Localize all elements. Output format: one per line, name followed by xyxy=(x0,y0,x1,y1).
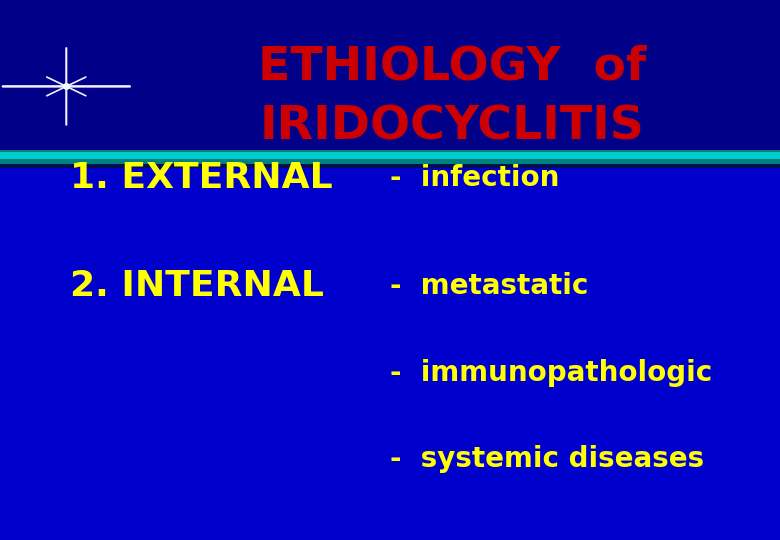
Text: 2. INTERNAL: 2. INTERNAL xyxy=(70,269,324,303)
Text: 1. EXTERNAL: 1. EXTERNAL xyxy=(70,161,333,195)
Text: -  metastatic: - metastatic xyxy=(390,272,588,300)
Text: IRIDOCYCLITIS: IRIDOCYCLITIS xyxy=(260,104,645,150)
Bar xyxy=(0,0,780,151)
Bar xyxy=(0,152,780,159)
Text: -  systemic diseases: - systemic diseases xyxy=(390,445,704,473)
Text: -  infection: - infection xyxy=(390,164,559,192)
Text: ETHIOLOGY  of: ETHIOLOGY of xyxy=(258,45,647,90)
Bar xyxy=(0,150,780,165)
Bar xyxy=(0,164,780,168)
Text: -  immunopathologic: - immunopathologic xyxy=(390,359,712,387)
